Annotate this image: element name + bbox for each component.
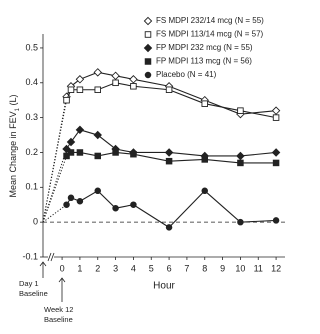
point (76, 149, 84, 156)
annotation: Baseline (19, 289, 48, 298)
point (67, 149, 75, 156)
point (272, 217, 280, 224)
point (112, 204, 119, 212)
y-label-end: (L) (8, 95, 18, 109)
x-tick-label: 8 (202, 263, 207, 273)
x-tick-label: 9 (220, 263, 225, 273)
x-tick-label: 11 (254, 263, 263, 273)
x-tick-label: 2 (95, 263, 100, 273)
point (271, 106, 281, 115)
point (93, 68, 102, 77)
chart: Mean Change in FEV1 (L) Hour Day 1 Basel… (8, 16, 285, 324)
point (76, 86, 84, 93)
x-tick-label: 0 (60, 263, 65, 273)
point (272, 159, 280, 167)
point (165, 157, 173, 165)
legend-label: FS MDPI 232/14 mcg (N = 55) (156, 16, 264, 25)
y-tick-label: 0.2 (25, 147, 38, 157)
point (75, 75, 85, 84)
legend-marker (143, 43, 153, 53)
baseline-link (42, 204, 67, 223)
y-tick-label: 0.3 (25, 112, 38, 122)
series-line (66, 151, 277, 164)
point (201, 156, 208, 163)
point (112, 149, 119, 156)
axis-break (47, 252, 55, 262)
point (93, 130, 102, 140)
series-line (66, 82, 277, 119)
point (129, 75, 138, 84)
legend-label: Placebo (N = 41) (156, 70, 217, 79)
x-tick-label: 3 (113, 263, 118, 273)
x-axis-label: Hour (153, 281, 175, 292)
point (237, 159, 244, 167)
annotation: Day 1 (19, 279, 39, 288)
legend-label: FS MDPI 113/14 mcg (N = 57) (156, 30, 264, 39)
y-tick-label: 0.5 (25, 42, 38, 52)
y-label-main: Mean Change in FEV (8, 111, 18, 197)
x-tick-label: 1 (77, 263, 82, 273)
point (130, 83, 137, 90)
baseline-link (42, 155, 68, 223)
point (63, 152, 70, 160)
point (130, 201, 137, 208)
point (76, 197, 84, 205)
point (130, 150, 137, 158)
point (165, 86, 173, 93)
point (63, 96, 70, 104)
point (111, 71, 120, 81)
series-line (66, 190, 277, 229)
point (271, 148, 281, 157)
point (201, 100, 208, 107)
y-tick-label: 0 (33, 217, 38, 227)
x-tick-label: 4 (131, 263, 136, 273)
arrow (58, 277, 66, 302)
point (201, 187, 208, 195)
legend-marker (144, 31, 152, 38)
point (94, 152, 101, 160)
point (67, 86, 75, 93)
point (165, 224, 173, 231)
arrow (39, 261, 47, 278)
x-tick-label: 5 (149, 263, 154, 273)
legend-label: FP MDPI 232 mcg (N = 55) (156, 43, 253, 52)
y-label-sub: 1 (15, 107, 21, 111)
x-tick-label: 7 (184, 263, 189, 273)
x-tick-label: 12 (271, 263, 281, 273)
point (94, 86, 101, 93)
point (75, 125, 85, 135)
y-axis-label: Mean Change in FEV1 (L) (8, 95, 20, 198)
annotation: Baseline (44, 315, 73, 324)
y-tick-label: 0.4 (25, 77, 38, 87)
legend-marker (143, 16, 153, 26)
annotation: Week 12 (44, 305, 73, 314)
point (272, 114, 280, 121)
y-tick-label: 0.1 (25, 182, 38, 192)
point (237, 107, 244, 114)
point (164, 148, 174, 157)
legend-label: FP MDPI 113 mcg (N = 56) (156, 57, 252, 66)
point (237, 218, 244, 226)
x-tick-label: 6 (167, 263, 172, 273)
legend-marker (144, 71, 152, 79)
point (66, 137, 76, 147)
legend-marker (144, 58, 152, 65)
series-line (66, 129, 277, 157)
point (94, 187, 101, 195)
point (112, 79, 119, 87)
x-tick-label: 10 (235, 263, 245, 273)
point (63, 201, 70, 208)
y-tick-label: -0.1 (22, 251, 38, 261)
point (236, 151, 245, 161)
point (67, 194, 75, 202)
